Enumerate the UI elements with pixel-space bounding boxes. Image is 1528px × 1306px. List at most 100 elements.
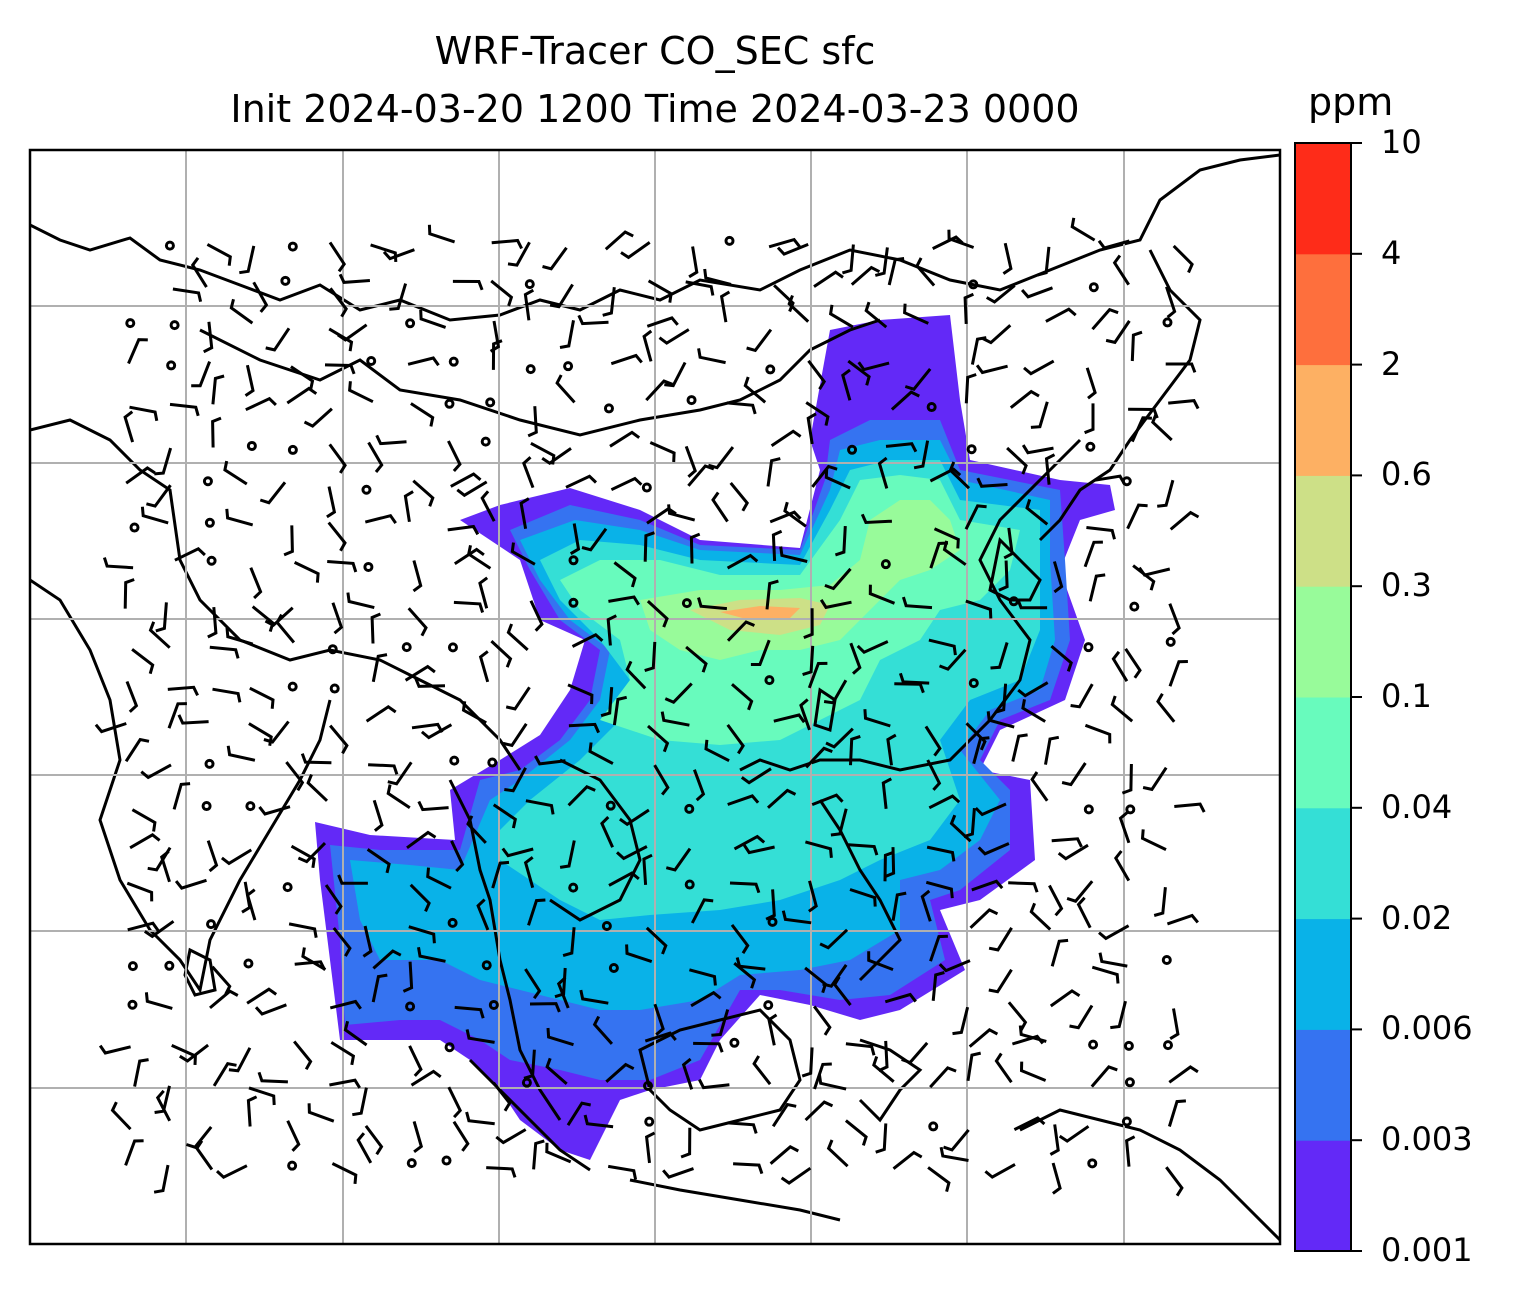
wind-barb [419,309,447,329]
wind-barb [450,472,482,488]
wind-barb [662,1167,694,1179]
wind-barb [371,973,388,1003]
wind-barb [346,592,375,610]
wind-barb [963,292,974,324]
wind-barb [209,645,240,659]
wind-barb [1156,692,1176,723]
wind-barb [155,1089,172,1122]
calm-wind-marker [444,1042,455,1053]
wind-barb [179,1043,210,1063]
wind-barb [927,1166,951,1192]
wind-barb [730,923,750,954]
wind-barb [819,598,852,610]
border-mongolia [199,318,881,437]
calm-wind-marker [169,320,180,331]
wind-barb [864,301,888,329]
wind-barb [994,1052,1013,1084]
wind-barb [985,284,1016,304]
wind-barb [1140,829,1167,851]
wind-barb [711,491,729,523]
wind-barb [1011,733,1028,762]
wind-barb [625,660,647,690]
wind-barb [600,686,614,718]
wind-barb [825,727,854,749]
wind-barb [932,235,964,250]
wind-barb [892,1150,923,1170]
wind-barb [426,867,452,890]
wind-barb [569,523,581,555]
wind-barb [884,847,896,878]
wind-barb [806,412,817,445]
wind-barb [726,620,755,642]
wind-barb [246,987,278,1005]
wind-barb [140,763,172,780]
wind-barb [845,1042,876,1056]
calm-wind-marker [406,1158,417,1169]
wind-barb [153,1164,170,1194]
wind-barb [420,723,453,740]
coastline-india [30,578,332,994]
calm-wind-marker [568,882,579,893]
calm-wind-marker [1083,642,1094,653]
wind-barb [740,767,772,785]
wind-barb [324,884,343,915]
calm-wind-marker [405,1001,416,1012]
wind-barb [504,767,527,793]
wind-barb [356,1132,373,1164]
wind-barb [901,1041,929,1065]
wind-barb [588,742,614,765]
calm-wind-marker [201,801,212,812]
colorbar-frame [1294,142,1352,1252]
wind-barb [1029,902,1052,931]
wind-barb [505,686,531,711]
calm-wind-marker [166,360,177,371]
wind-barb [1165,286,1177,319]
wind-barb [167,685,199,697]
wind-barb [211,965,232,995]
wind-barb [480,490,496,522]
wind-barb [1086,526,1116,540]
wind-barb [456,480,488,498]
wind-barb [447,524,480,536]
wind-barb [811,464,838,488]
wind-barb [643,531,655,562]
wind-barb [408,1045,423,1077]
calm-wind-marker [287,241,298,252]
colorbar-segment [1295,918,1351,1030]
chart-title-line1: WRF-Tracer CO_SEC sfc [434,29,876,73]
wind-barb [1049,1124,1060,1156]
wind-barb [719,290,731,323]
calm-wind-marker [204,517,215,528]
wind-barb [984,1163,1016,1179]
wind-barb [1019,1061,1047,1082]
wind-barb [410,402,435,427]
wind-barb [545,1142,572,1164]
wind-barb [495,1128,527,1145]
wind-barb [703,268,732,286]
wind-barb [731,683,754,711]
colorbar-segment [1295,475,1351,587]
wind-barb [559,320,575,349]
wind-barb [408,925,436,944]
wind-barb [1020,286,1054,299]
wind-barb [1084,723,1112,744]
wind-barb [467,544,492,570]
wind-barb [1138,566,1171,577]
wind-barb [414,677,446,688]
wind-barb [727,794,760,806]
wind-barb [1030,401,1049,429]
wind-barb [684,445,697,478]
colorbar-segment [1295,1140,1351,1252]
wind-barb [1003,527,1014,560]
wind-barb [998,560,1009,592]
wind-barb [409,883,431,913]
wind-barb [148,621,171,649]
wind-barb [478,576,489,609]
calm-wind-marker [280,275,291,286]
wind-barb [412,1120,424,1153]
wind-barb [733,834,766,851]
wind-barb [803,608,814,639]
wind-barb [874,247,889,277]
wind-barb [612,695,628,726]
wind-barb [522,456,535,489]
